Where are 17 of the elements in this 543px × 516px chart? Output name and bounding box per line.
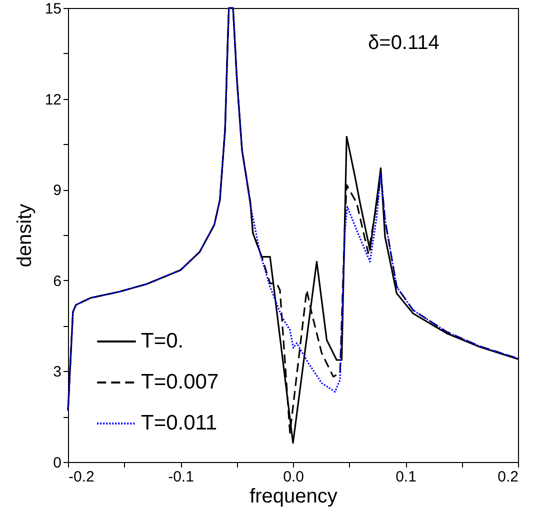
y-tick-label: 6 [53, 272, 62, 290]
legend-label: T=0. [141, 330, 184, 352]
annotation: δ=0.114 [368, 32, 440, 54]
y-tick-label: 12 [44, 91, 62, 108]
x-axis-title: frequency [250, 486, 338, 508]
x-tick-label: 0.0 [283, 468, 304, 486]
y-tick-label: 0 [53, 454, 62, 472]
x-tick-label: -0.2 [68, 468, 94, 486]
x-tick-label: -0.1 [168, 468, 194, 486]
y-axis-title: density [14, 204, 36, 268]
y-tick-label: 15 [44, 0, 62, 18]
legend-label: T=0.007 [141, 370, 219, 394]
x-tick-label: 0.1 [396, 468, 416, 486]
x-tick-label: 0.2 [498, 468, 518, 486]
y-tick-label: 3 [53, 364, 62, 381]
legend-label: T=0.011 [141, 412, 218, 434]
y-tick-label: 9 [53, 182, 62, 200]
